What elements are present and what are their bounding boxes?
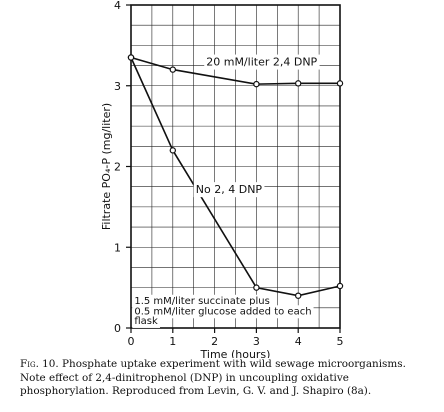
x-tick-label: 3 bbox=[253, 335, 260, 348]
y-tick-label: 0 bbox=[114, 322, 121, 335]
x-tick-label: 2 bbox=[211, 335, 218, 348]
data-point bbox=[295, 292, 302, 299]
series-label-dnp-bg bbox=[204, 54, 320, 70]
y-tick-label: 4 bbox=[114, 0, 121, 12]
figure-caption: Fig. 10. Phosphate uptake experiment wit… bbox=[20, 358, 430, 399]
annotation-line-2: 0.5 mM/liter glucose added to each bbox=[134, 306, 311, 317]
labels-layer: 20 mM/liter 2,4 DNP No 2, 4 DNP 1.5 mM/lit… bbox=[100, 54, 320, 358]
annotation-line-3-bg bbox=[132, 314, 160, 328]
data-point bbox=[253, 80, 260, 88]
data-point bbox=[169, 147, 176, 154]
y-tick-label: 1 bbox=[114, 241, 121, 254]
series-label-dnp: 20 mM/liter 2,4 DNP bbox=[206, 56, 317, 69]
x-tick-label: 5 bbox=[337, 335, 344, 348]
x-tick-label: 0 bbox=[128, 335, 135, 348]
annotation-line-3: flask bbox=[134, 316, 158, 327]
series-layer bbox=[127, 54, 344, 299]
caption-text: Phosphate uptake experiment with wild se… bbox=[20, 358, 406, 398]
data-point bbox=[253, 284, 260, 291]
x-tick-label: 1 bbox=[169, 335, 176, 348]
caption-label: Fig. 10. bbox=[20, 358, 59, 370]
series-label-no-dnp: No 2, 4 DNP bbox=[196, 183, 263, 196]
annotation-line-1: 1.5 mM/liter succinate plus bbox=[134, 296, 269, 307]
x-axis-title: Time (hours) bbox=[200, 348, 271, 358]
data-point bbox=[169, 66, 176, 73]
y-tick-label: 3 bbox=[114, 80, 121, 93]
data-point bbox=[127, 54, 135, 61]
y-tick-label: 2 bbox=[114, 161, 121, 174]
annotation-line-2-bg bbox=[132, 305, 314, 319]
grid bbox=[130, 4, 341, 329]
x-tick-label: 4 bbox=[295, 335, 302, 348]
series-label-no-dnp-bg bbox=[193, 182, 265, 198]
phosphate-uptake-chart: 0 1 2 3 4 5 0 1 2 3 4 20 mM/liter 2,4 DNP No 2, 4 D… bbox=[100, 0, 344, 358]
y-axis-title: Filtrate PO₄-P (mg/liter) bbox=[100, 103, 113, 230]
data-point bbox=[336, 80, 344, 87]
data-point bbox=[336, 282, 344, 290]
axis-ticks: 0 1 2 3 4 5 0 1 2 3 4 bbox=[114, 0, 344, 348]
data-point bbox=[295, 80, 302, 87]
annotation-line-1-bg bbox=[132, 294, 272, 308]
